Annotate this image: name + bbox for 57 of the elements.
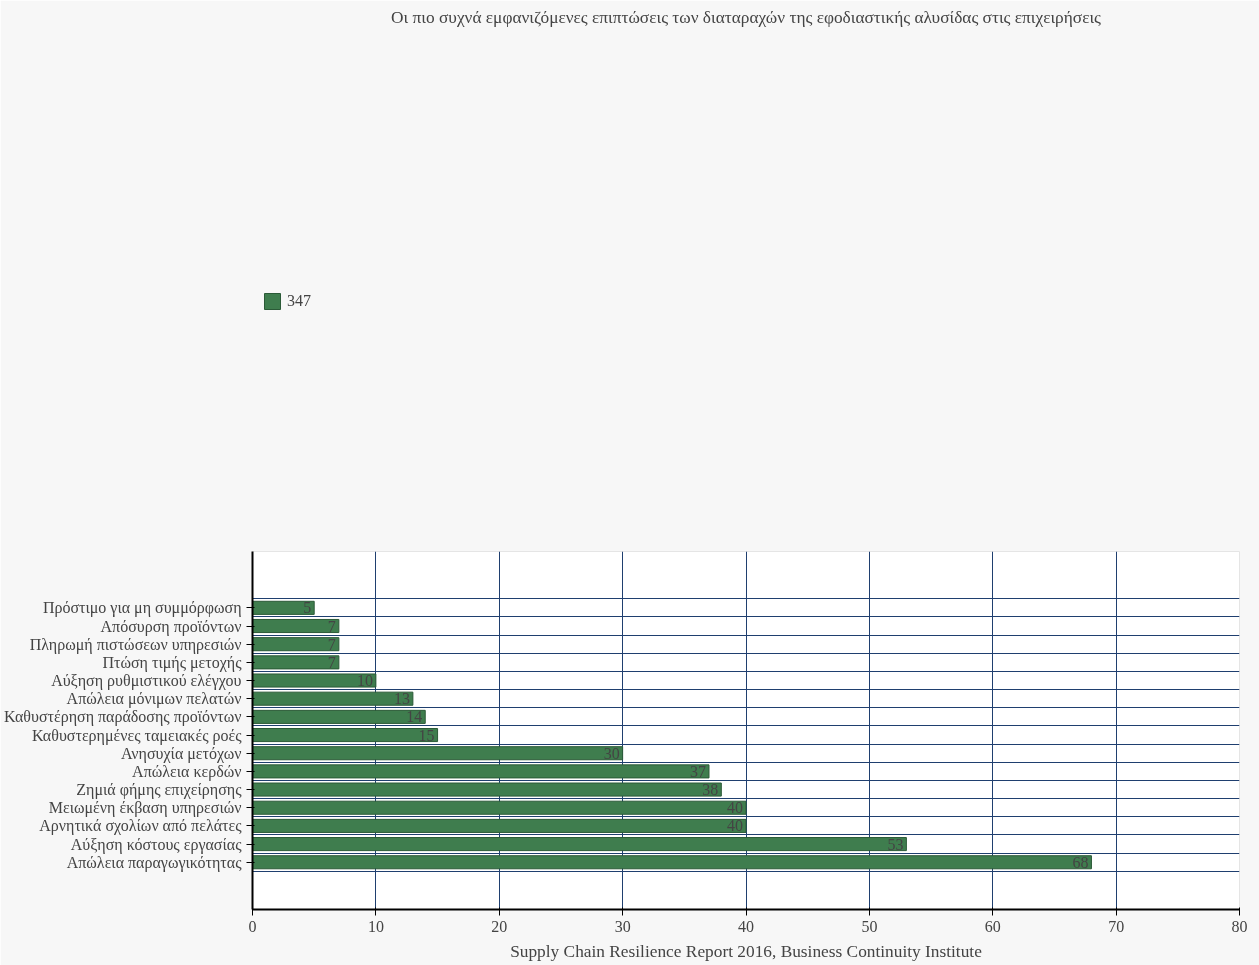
bar (252, 837, 907, 852)
data-label: 7 (327, 653, 336, 671)
y-tick-label: Πληρωμή πιστώσεων υπηρεσιών (29, 635, 242, 654)
data-label: 40 (727, 817, 743, 835)
bar (252, 618, 340, 634)
y-tick-label: Καθυστέρηση παράδοσης προϊόντων (3, 708, 242, 727)
bar (252, 782, 722, 797)
data-label: 7 (327, 617, 336, 635)
y-tick-label: Μειωμένη έκβαση υπηρεσιών (48, 799, 242, 818)
data-label: 40 (727, 799, 743, 817)
bar (252, 691, 414, 706)
y-tick-label: Απόσυρση προϊόντων (100, 617, 242, 636)
legend-label: 347 (287, 292, 311, 310)
x-tick-label: 70 (1108, 917, 1125, 935)
data-label: 68 (1072, 853, 1089, 871)
y-tick-label: Απώλεια παραγωγικότητας (66, 853, 243, 872)
text: Supply Chain Resilience Report 2016, Business Continuity Institute (510, 941, 983, 961)
bar (252, 728, 439, 743)
y-tick-label: Ανησυχία μετόχων (120, 744, 242, 763)
data-label: 37 (689, 762, 706, 780)
data-label: 13 (393, 690, 410, 708)
bar (252, 600, 315, 615)
x-tick-label: 50 (861, 917, 878, 935)
x-tick-label: 10 (367, 917, 384, 935)
bar (252, 800, 747, 815)
bar (252, 637, 340, 652)
x-tick-label: 60 (984, 917, 1001, 935)
y-tick-label: Πρόστιμο για μη συμμόρφωση (42, 599, 242, 618)
bar (252, 764, 710, 779)
data-label: 5 (303, 599, 312, 617)
bar (252, 709, 426, 724)
x-tick-label: 0 (248, 917, 257, 935)
x-tick-label: 20 (491, 917, 508, 935)
data-label: 53 (887, 835, 904, 853)
bar (252, 673, 377, 688)
bar (252, 655, 340, 670)
bar (252, 746, 624, 761)
x-tick-label: 30 (614, 917, 631, 935)
x-tick-label: 40 (738, 917, 754, 935)
y-tick-label: Απώλεια μόνιμων πελατών (66, 690, 242, 709)
y-tick-label: Αύξηση ρυθμιστικού ελέγχου (51, 672, 242, 691)
y-tick-label: Αύξηση κόστους εργασίας (70, 835, 243, 854)
data-label: 10 (356, 672, 373, 690)
bar (252, 855, 1092, 870)
data-label: 14 (406, 708, 423, 726)
y-tick-label: Πτώση τιμής μετοχής (102, 653, 243, 672)
y-tick-label: Αρνητικά σχολίων από πελάτες (39, 817, 243, 836)
y-tick-label: Καθυστερημένες ταμειακές ροές (31, 726, 243, 745)
data-label: 30 (603, 744, 620, 762)
data-label: 7 (327, 635, 336, 653)
bar (252, 818, 747, 833)
data-label: 15 (418, 726, 435, 744)
data-label: 38 (702, 781, 719, 799)
x-tick-label: 80 (1231, 917, 1248, 935)
y-tick-label: Ζημιά φήμης επιχείρησης (76, 781, 243, 800)
y-tick-label: Απώλεια κερδών (132, 762, 242, 781)
chart-title: Οι πιο συχνά εμφανιζόμενες επιπτώσεις των διαταραχών της εφοδιαστικής αλυσίδας στις επιχειρήσεις (391, 7, 1102, 27)
